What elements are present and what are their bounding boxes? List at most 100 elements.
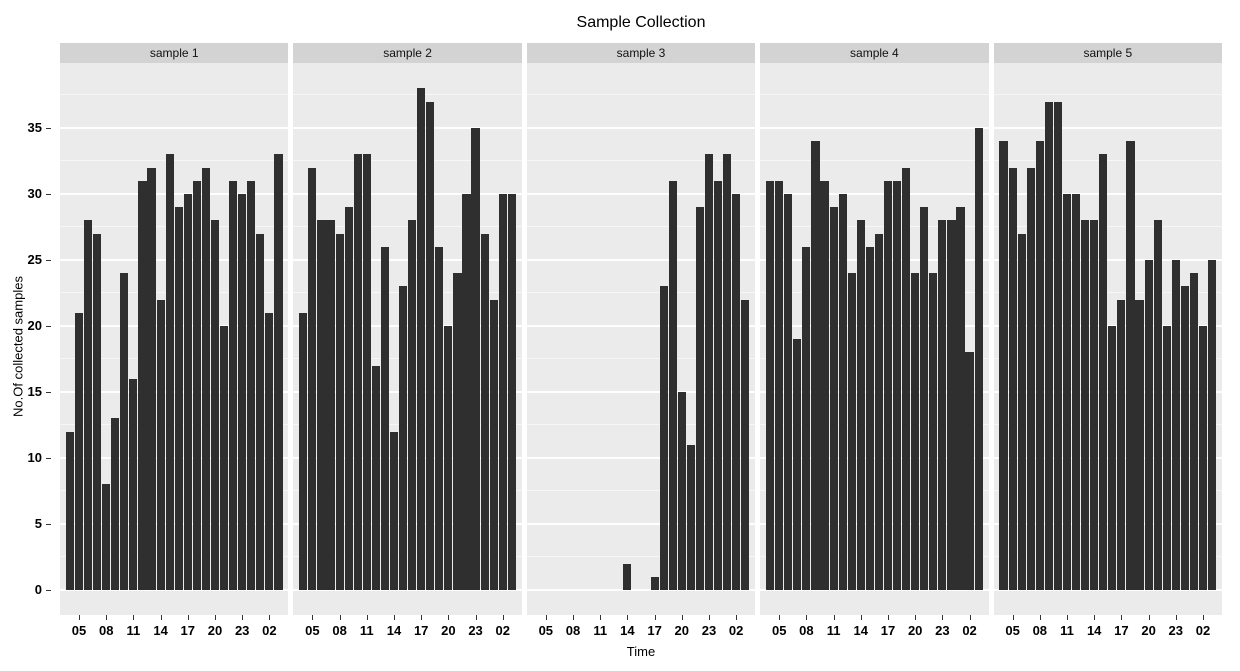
x-tick-mark — [708, 615, 710, 620]
bar-hour-20 — [210, 220, 220, 590]
x-tick-label: 23 — [468, 623, 483, 638]
bar-hour-02 — [965, 352, 974, 590]
x-tick-label: 05 — [538, 623, 554, 638]
gridline-minor — [293, 160, 522, 162]
bar-hour-17 — [650, 576, 659, 590]
gridline-minor — [760, 292, 989, 294]
gridline-major — [993, 522, 1222, 525]
x-tick-label: 11 — [126, 623, 141, 638]
bar-hour-18 — [192, 180, 201, 590]
bar-hour-02 — [265, 312, 274, 590]
y-axis-label: No.Of collected samples — [10, 276, 26, 417]
x-tick-mark — [1202, 615, 1204, 620]
bar-hour-19 — [668, 180, 677, 590]
x-tick-mark — [475, 615, 477, 620]
bar-hour-12 — [371, 365, 380, 590]
bar-hour-06 — [784, 193, 793, 590]
gridline-minor — [60, 556, 289, 558]
gridline-minor — [760, 556, 989, 558]
bar-hour-04 — [65, 431, 75, 590]
gridline-major — [760, 126, 989, 129]
gridline-major — [60, 192, 289, 195]
x-tick-label: 14 — [386, 623, 402, 638]
gridline-minor — [993, 424, 1222, 426]
bar-hour-00 — [947, 220, 956, 590]
facet-strip-label: sample 2 — [293, 43, 522, 63]
gridline-major — [60, 588, 289, 591]
x-tick-mark — [600, 615, 602, 620]
x-tick-mark — [942, 615, 944, 620]
bar-hour-09 — [1044, 101, 1053, 590]
gridline-minor — [993, 292, 1222, 294]
gridline-minor — [60, 226, 289, 228]
y-tick-mark — [46, 589, 51, 591]
bar-hour-19 — [201, 167, 210, 590]
x-tick-label: 05 — [771, 623, 787, 638]
gridline-major — [526, 192, 756, 195]
bar-hour-21 — [686, 444, 695, 590]
x-tick-mark — [627, 615, 629, 620]
x-tick-mark — [366, 615, 368, 620]
gridline-minor — [293, 292, 522, 294]
bar-hour-22 — [929, 273, 938, 590]
gridline-major — [60, 390, 289, 393]
bar-hour-23 — [1171, 259, 1180, 590]
bar-hour-07 — [326, 220, 335, 590]
bar-hour-01 — [1189, 273, 1198, 590]
bar-hour-12 — [138, 180, 147, 590]
bar-hour-01 — [956, 207, 965, 590]
bar-hour-18 — [1126, 141, 1135, 590]
bar-hour-21 — [920, 207, 929, 590]
x-tick-label: 05 — [71, 623, 87, 638]
x-tick-label: 14 — [1086, 623, 1102, 638]
x-tick-mark — [681, 615, 683, 620]
x-tick-mark — [736, 615, 738, 620]
gridline-minor — [526, 160, 756, 162]
x-tick-label: 02 — [962, 623, 977, 638]
x-tick-label: 23 — [1168, 623, 1183, 638]
x-tick-mark — [339, 615, 341, 620]
x-tick-label: 20 — [674, 623, 690, 638]
gridline-major — [293, 258, 522, 261]
gridline-minor — [526, 358, 756, 360]
x-tick-mark — [887, 615, 889, 620]
bar-hour-07 — [793, 339, 802, 590]
gridline-major — [993, 126, 1222, 129]
bar-hour-22 — [1162, 325, 1171, 590]
gridline-major — [60, 126, 289, 129]
bar-hour-05 — [775, 180, 784, 590]
gridline-minor — [293, 490, 522, 492]
bar-hour-21 — [219, 325, 229, 590]
bar-hour-05 — [74, 312, 84, 590]
gridline-minor — [760, 94, 989, 96]
bar-hour-22 — [229, 180, 238, 590]
plot-area — [993, 63, 1222, 615]
bar-hour-05 — [308, 167, 317, 590]
facet-strip-label: sample 3 — [526, 43, 756, 63]
gridline-major — [293, 192, 522, 195]
x-tick-label: 02 — [728, 623, 744, 638]
bar-hour-01 — [256, 233, 265, 590]
gridline-major — [993, 390, 1222, 393]
x-tick-label: 02 — [495, 623, 510, 638]
gridline-minor — [526, 292, 756, 294]
bar-hour-03 — [507, 193, 516, 590]
gridline-major — [526, 390, 756, 393]
x-tick-label: 11 — [359, 623, 374, 638]
x-tick-label: 17 — [413, 623, 429, 638]
bar-hour-08 — [102, 484, 111, 590]
bar-hour-10 — [120, 273, 129, 590]
gridline-major — [60, 456, 289, 459]
gridline-major — [760, 522, 989, 525]
x-tick-mark — [915, 615, 917, 620]
gridline-minor — [526, 490, 756, 492]
facet-panel: sample 2 05 08 11 14 17 20 23 02 — [293, 43, 522, 638]
gridline-major — [526, 258, 756, 261]
x-tick-label: 20 — [441, 623, 456, 638]
bar-hour-23 — [704, 154, 714, 590]
x-tick-label: 08 — [332, 623, 347, 638]
bar-hour-18 — [659, 286, 668, 590]
x-tick-label: 08 — [1032, 623, 1048, 638]
bar-hour-15 — [1099, 154, 1108, 590]
bar-hour-23 — [471, 127, 480, 590]
